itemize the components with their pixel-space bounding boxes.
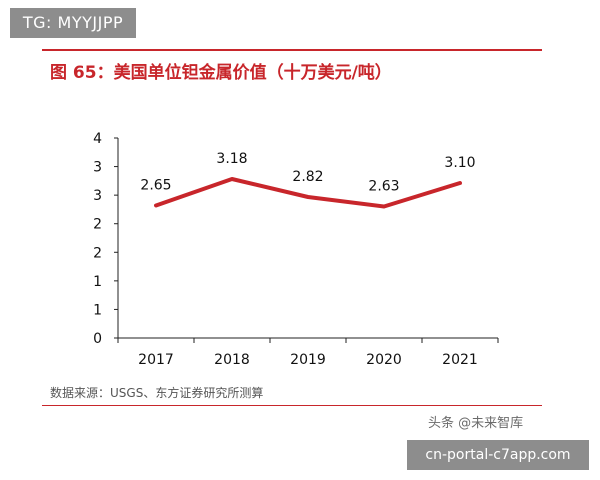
data-label: 2.82	[292, 169, 323, 185]
y-axis: 0 1 1 2 2 3 3 4	[93, 131, 119, 347]
source-note: 数据来源：USGS、东方证券研究所测算	[50, 386, 264, 400]
y-tick-label: 1	[93, 302, 102, 318]
x-tick-label: 2018	[214, 352, 250, 368]
y-tick-label: 3	[93, 160, 102, 176]
tg-badge: TG: MYYJJPP	[10, 8, 136, 38]
x-tick-label: 2019	[290, 352, 326, 368]
data-label: 3.18	[216, 151, 247, 167]
y-tick-label: 2	[93, 217, 102, 233]
source-rule	[42, 405, 542, 406]
y-tick-label: 4	[93, 131, 102, 147]
data-label: 3.10	[444, 155, 475, 171]
y-tick-label: 3	[93, 188, 102, 204]
x-axis: 2017 2018 2019 2020 2021	[117, 337, 499, 368]
url-banner: cn-portal-c7app.com	[407, 440, 589, 470]
series	[154, 177, 462, 209]
data-labels: 2.65 3.18 2.82 2.63 3.10	[140, 151, 475, 195]
series-line	[154, 177, 462, 209]
data-label: 2.63	[368, 179, 399, 195]
x-tick-label: 2017	[138, 352, 174, 368]
y-tick-label: 0	[93, 331, 102, 347]
data-label: 2.65	[140, 178, 171, 194]
x-tick-label: 2020	[366, 352, 402, 368]
title-rule	[42, 49, 542, 51]
chart-title: 图 65：美国单位钽金属价值（十万美元/吨）	[50, 63, 392, 83]
y-tick-label: 1	[93, 274, 102, 290]
watermark: 头条 @未来智库	[428, 416, 524, 431]
x-tick-label: 2021	[442, 352, 478, 368]
y-tick-label: 2	[93, 245, 102, 261]
